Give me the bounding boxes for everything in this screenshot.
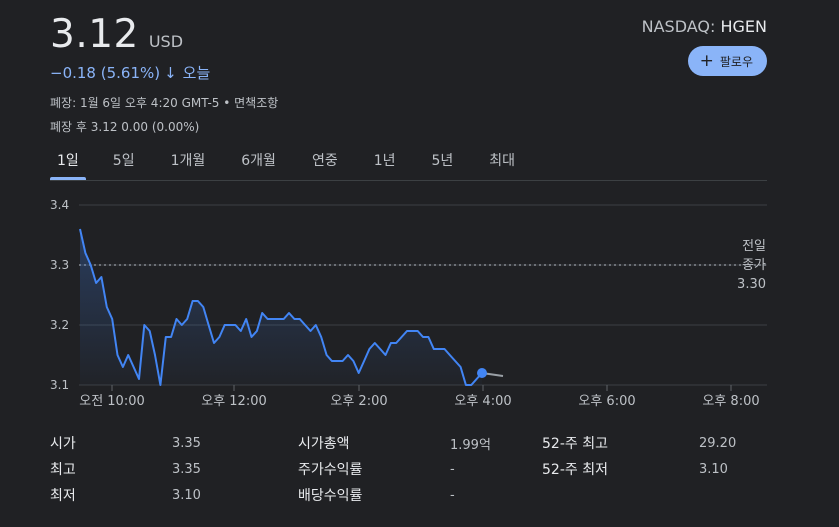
exchange-label: NASDAQ:	[641, 17, 721, 36]
tab-1m[interactable]: 1개월	[170, 153, 206, 169]
price-change: −0.18 (5.61%) ↓ 오늘	[50, 62, 210, 83]
tab-max[interactable]: 최대	[489, 153, 516, 169]
y-tick-label: 3.3	[50, 258, 69, 272]
tab-1d[interactable]: 1일	[50, 150, 86, 180]
last-price-marker	[477, 368, 487, 378]
stat-value: -	[450, 487, 455, 503]
y-tick-label: 3.4	[50, 198, 69, 212]
stats-row: 최저 3.10 배당수익률 -	[50, 482, 770, 508]
y-tick-label: 3.1	[50, 378, 69, 392]
tab-1y[interactable]: 1년	[373, 153, 396, 169]
stat-value: -	[450, 461, 455, 477]
previous-close-label: 종가	[742, 258, 766, 273]
stat-value: 1.99억	[450, 437, 491, 453]
stat-label: 52-주 최고	[542, 436, 608, 452]
after-hours-info: 폐장 후 3.12 0.00 (0.00%)	[50, 120, 200, 134]
stat-label: 배당수익률	[298, 488, 363, 504]
stat-value: 3.10	[172, 487, 201, 503]
exchange-ticker: NASDAQ: HGEN	[642, 17, 767, 36]
stat-label: 최고	[50, 462, 76, 478]
x-tick-label: 오후 6:00	[578, 394, 635, 409]
range-tabs: 1일 5일 1개월 6개월 연중 1년 5년 최대	[50, 150, 522, 180]
ticker-symbol: HGEN	[720, 17, 767, 36]
previous-close-label: 3.30	[737, 277, 766, 292]
tab-divider	[50, 180, 767, 181]
stat-label: 시가총액	[298, 436, 350, 452]
stat-value: 3.35	[172, 435, 201, 451]
tab-ytd[interactable]: 연중	[311, 153, 338, 169]
stat-label: 52-주 최저	[542, 462, 608, 478]
x-tick-label: 오후 12:00	[201, 394, 267, 409]
previous-close-label: 전일	[742, 239, 766, 254]
close-info: 폐장: 1월 6일 오후 4:20 GMT-5 • 면책조항	[50, 96, 279, 110]
tab-5y[interactable]: 5년	[431, 153, 454, 169]
price-header: 3.12 USD	[50, 12, 183, 57]
current-price: 3.12	[50, 12, 139, 57]
y-tick-label: 3.2	[50, 318, 69, 332]
tab-5d[interactable]: 5일	[112, 153, 135, 169]
x-tick-label: 오전 10:00	[79, 394, 145, 409]
change-period: 오늘	[182, 64, 211, 82]
stat-label: 시가	[50, 436, 76, 452]
change-value: −0.18 (5.61%)	[50, 63, 161, 82]
x-tick-label: 오후 4:00	[454, 394, 511, 409]
plus-icon: +	[699, 50, 714, 71]
currency-label: USD	[148, 32, 184, 51]
tab-6m[interactable]: 6개월	[241, 153, 276, 169]
follow-label: 팔로우	[719, 54, 753, 69]
stat-value: 29.20	[699, 435, 737, 451]
stats-row: 시가 3.35 시가총액 1.99억 52-주 최고 29.20	[50, 430, 770, 456]
follow-button[interactable]: + 팔로우	[687, 46, 767, 76]
down-arrow-icon: ↓	[164, 63, 177, 82]
stats-row: 최고 3.35 주가수익률 - 52-주 최저 3.10	[50, 456, 770, 482]
x-tick-label: 오후 8:00	[702, 394, 759, 409]
x-tick-label: 오후 2:00	[330, 394, 387, 409]
stat-label: 최저	[50, 488, 76, 504]
price-line	[79, 228, 483, 386]
price-area	[80, 229, 482, 385]
stat-value: 3.35	[172, 461, 201, 477]
stat-value: 3.10	[699, 461, 728, 477]
stat-label: 주가수익률	[298, 462, 363, 478]
stats-table: 시가 3.35 시가총액 1.99억 52-주 최고 29.20 최고 3.35…	[50, 430, 770, 508]
